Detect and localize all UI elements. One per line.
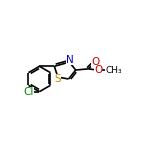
Text: O: O (91, 57, 100, 67)
Text: Cl: Cl (24, 87, 34, 97)
Text: S: S (54, 74, 60, 84)
Text: CH₃: CH₃ (106, 66, 123, 74)
Text: O: O (94, 65, 102, 75)
Text: N: N (66, 55, 74, 65)
